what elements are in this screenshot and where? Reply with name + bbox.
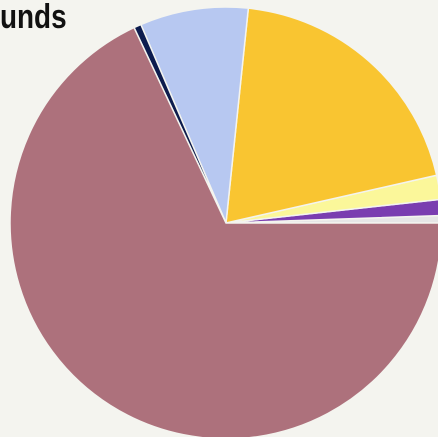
pie-slices [9, 6, 438, 437]
pie-slice-7 [9, 26, 438, 437]
pie-slice-4 [225, 7, 438, 224]
chart-title: unds [0, 0, 67, 36]
pie-slice-5 [140, 6, 250, 224]
